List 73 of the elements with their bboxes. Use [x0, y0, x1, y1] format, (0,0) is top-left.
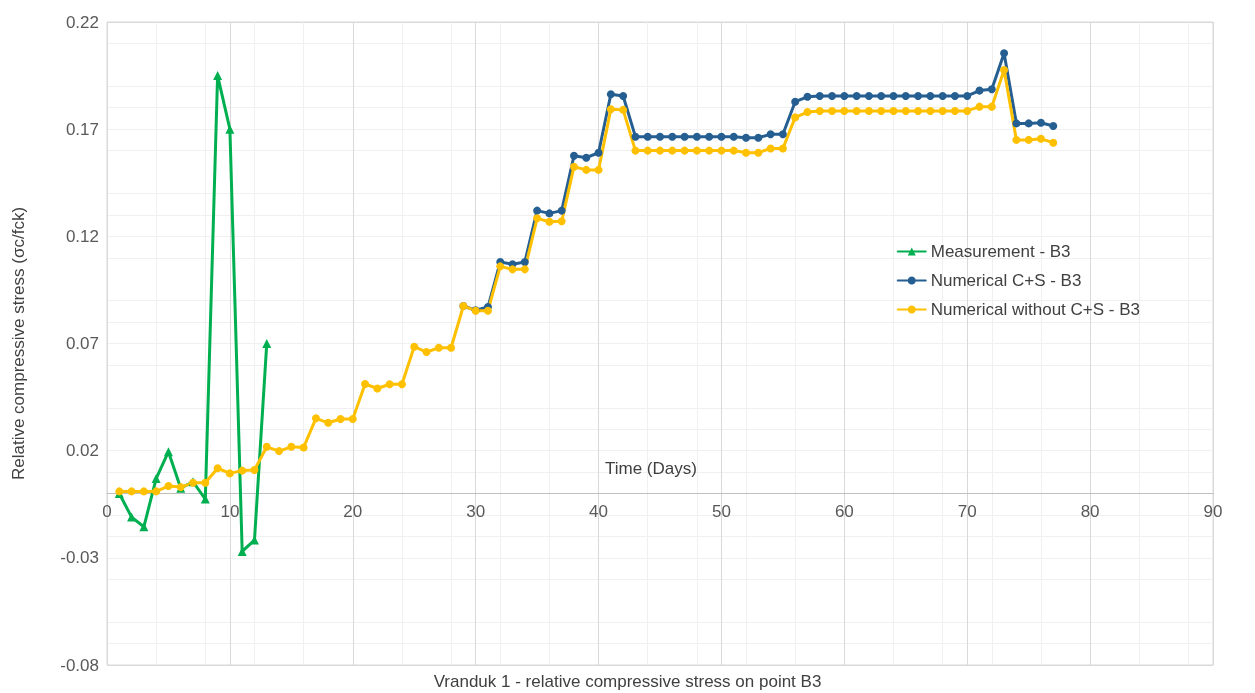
point [766, 130, 775, 139]
point [889, 91, 898, 100]
point [742, 133, 751, 142]
point [1049, 121, 1058, 130]
x-tick-label: 90 [1203, 501, 1223, 521]
y-tick-label: 0.02 [65, 441, 99, 461]
point [1000, 49, 1009, 58]
point [914, 91, 923, 100]
point [692, 132, 701, 141]
point [1012, 119, 1021, 128]
x-tick-label: 10 [220, 501, 240, 521]
point [778, 130, 787, 139]
point [950, 91, 959, 100]
point [213, 71, 223, 81]
point [828, 91, 837, 100]
point [729, 132, 738, 141]
y-tick-label: 0.07 [65, 334, 99, 353]
x-tick-label: 80 [1080, 501, 1100, 521]
point [1024, 119, 1033, 128]
point [877, 91, 886, 100]
y-tick-label: -0.03 [60, 548, 99, 568]
x-tick-label: 40 [589, 501, 609, 521]
point [656, 132, 664, 141]
y-tick-label: 0.17 [65, 119, 99, 139]
point [975, 86, 984, 95]
point [938, 91, 947, 100]
point [127, 512, 137, 522]
point [520, 258, 529, 267]
x-tick-label: 0 [102, 501, 112, 521]
point [754, 133, 763, 142]
x-tick-label: 50 [711, 501, 731, 521]
x-tick-label: 30 [466, 501, 486, 521]
point [963, 91, 972, 100]
x-tick-label: 20 [343, 501, 363, 521]
point [791, 97, 800, 106]
point [225, 124, 235, 134]
point [987, 85, 996, 94]
point [582, 153, 591, 162]
x-tick-label: 70 [957, 501, 977, 521]
point [643, 132, 652, 141]
point [803, 92, 812, 101]
point [569, 151, 578, 160]
legend-label: Measurement - B3 [930, 242, 1071, 261]
point [619, 91, 628, 100]
point [705, 132, 714, 141]
point [864, 91, 873, 100]
y-tick-label: 0.22 [65, 12, 99, 32]
point [926, 91, 935, 100]
y-tick-label: -0.08 [60, 655, 99, 675]
point [815, 91, 824, 100]
point [533, 206, 542, 215]
point [680, 132, 689, 141]
point [717, 132, 726, 141]
point [840, 91, 849, 100]
text: Vranduk 1 - relative compressive stress on point B3 [433, 672, 822, 691]
legend-label: Numerical without C+S - B3 [930, 300, 1141, 319]
y-axis-title: Relative compressive stress (σc/fck) [9, 206, 28, 481]
point [545, 209, 554, 218]
y-tick-label: 0.12 [65, 226, 99, 246]
x-axis-title: Time (Days) [605, 458, 697, 478]
x-tick-label: 60 [834, 501, 854, 521]
point [1036, 118, 1045, 127]
point [262, 339, 272, 348]
point [668, 132, 677, 141]
point [631, 132, 640, 141]
point [163, 447, 173, 457]
point [151, 474, 161, 484]
point [852, 91, 861, 100]
point [594, 148, 603, 157]
point [901, 91, 910, 100]
point [557, 206, 566, 215]
point [606, 90, 615, 99]
legend-label: Numerical C+S - B3 [930, 271, 1082, 290]
